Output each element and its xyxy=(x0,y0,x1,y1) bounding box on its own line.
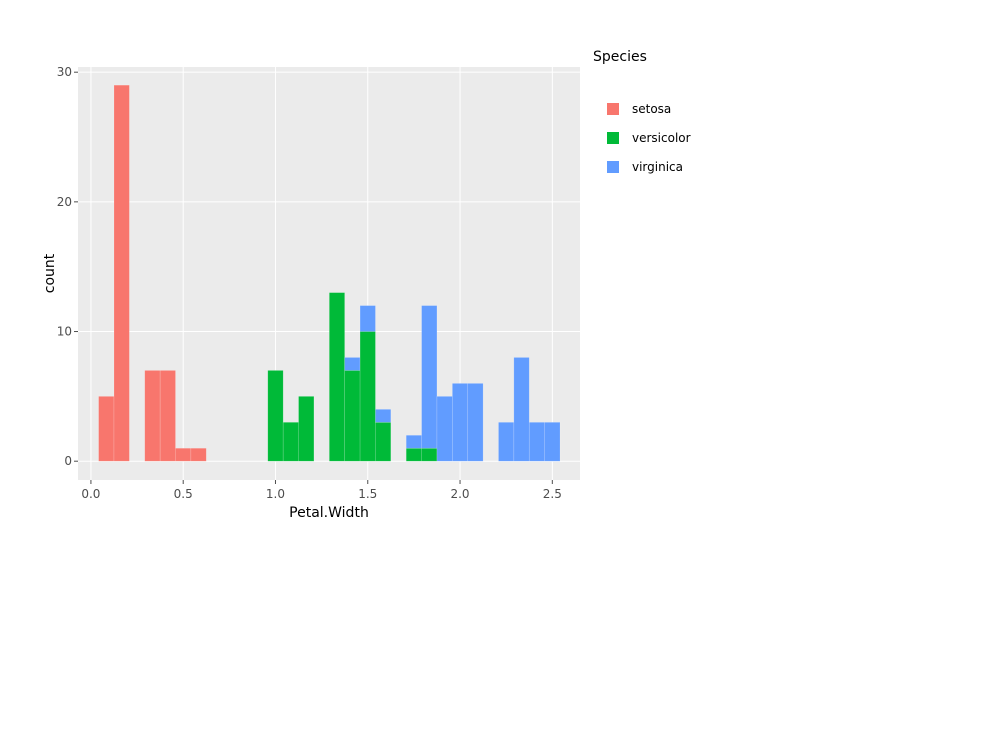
bar-virginica xyxy=(344,357,361,371)
grid-lines xyxy=(78,67,580,480)
bar-virginica xyxy=(452,383,469,462)
bar-virginica xyxy=(544,421,561,462)
bars xyxy=(98,84,561,462)
legend-label-virginica: virginica xyxy=(632,160,683,174)
bar-setosa xyxy=(175,447,192,462)
x-axis-title: Petal.Width xyxy=(289,505,369,521)
x-tick-label: 1.0 xyxy=(266,487,285,501)
legend-swatch-versicolor xyxy=(607,132,619,144)
bar-virginica xyxy=(421,305,438,449)
x-tick-label: 0.0 xyxy=(81,487,100,501)
bar-setosa xyxy=(159,370,176,462)
bar-versicolor xyxy=(359,331,376,462)
bar-versicolor xyxy=(329,292,345,462)
bar-virginica xyxy=(359,305,376,332)
bar-versicolor xyxy=(375,421,392,462)
x-tick-label: 2.0 xyxy=(450,487,469,501)
bar-virginica xyxy=(513,357,530,462)
bar-virginica xyxy=(375,409,392,423)
y-tick-label: 30 xyxy=(57,65,72,79)
bar-versicolor xyxy=(282,421,299,462)
bar-versicolor xyxy=(421,447,438,462)
legend: Species setosa versicolor virginica xyxy=(593,49,691,174)
legend-swatch-virginica xyxy=(607,161,619,173)
bar-versicolor xyxy=(344,370,361,462)
bar-virginica xyxy=(436,396,453,462)
x-tick-label: 2.5 xyxy=(543,487,562,501)
y-tick-label: 10 xyxy=(57,325,72,339)
bar-setosa xyxy=(144,370,161,462)
y-tick-label: 20 xyxy=(57,195,72,209)
y-axis: 0 10 20 30 xyxy=(57,65,78,468)
legend-swatch-setosa xyxy=(607,103,619,115)
legend-title: Species xyxy=(593,49,647,65)
bar-virginica xyxy=(498,421,515,462)
x-tick-label: 1.5 xyxy=(358,487,377,501)
bar-versicolor xyxy=(298,396,315,462)
legend-items: setosa versicolor virginica xyxy=(607,102,691,174)
x-axis: 0.0 0.5 1.0 1.5 2.0 2.5 xyxy=(81,480,562,501)
bar-setosa xyxy=(98,396,115,462)
bar-virginica xyxy=(528,421,545,462)
bar-versicolor xyxy=(405,447,422,462)
legend-label-versicolor: versicolor xyxy=(632,131,691,145)
bar-setosa xyxy=(190,447,207,462)
bar-versicolor xyxy=(267,370,284,462)
bar-virginica xyxy=(405,434,422,449)
y-tick-label: 0 xyxy=(64,454,72,468)
y-axis-title: count xyxy=(42,253,58,293)
bar-virginica xyxy=(467,383,484,462)
bar-setosa xyxy=(113,84,130,462)
legend-label-setosa: setosa xyxy=(632,102,671,116)
x-tick-label: 0.5 xyxy=(174,487,193,501)
